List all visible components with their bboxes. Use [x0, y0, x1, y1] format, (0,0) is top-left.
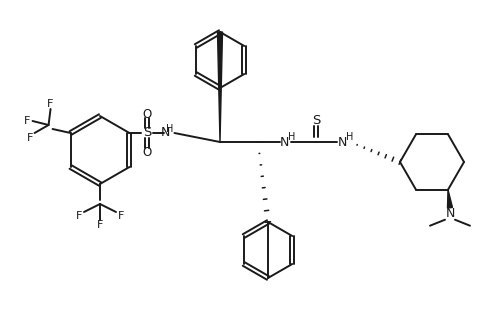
Text: F: F	[47, 99, 54, 109]
Text: N: N	[337, 135, 347, 149]
Text: O: O	[143, 108, 152, 120]
Text: F: F	[118, 211, 124, 221]
Text: F: F	[27, 133, 34, 143]
Text: F: F	[24, 116, 31, 126]
Polygon shape	[447, 190, 452, 208]
Text: S: S	[312, 115, 320, 128]
Text: H: H	[346, 132, 354, 142]
Polygon shape	[218, 32, 223, 142]
Text: H: H	[166, 124, 173, 134]
Text: H: H	[288, 132, 296, 142]
Text: N: N	[279, 135, 289, 149]
Text: F: F	[76, 211, 82, 221]
Text: N: N	[161, 126, 170, 139]
Text: O: O	[143, 145, 152, 158]
Text: S: S	[143, 126, 152, 139]
Text: N: N	[445, 207, 455, 220]
Text: F: F	[97, 220, 103, 230]
